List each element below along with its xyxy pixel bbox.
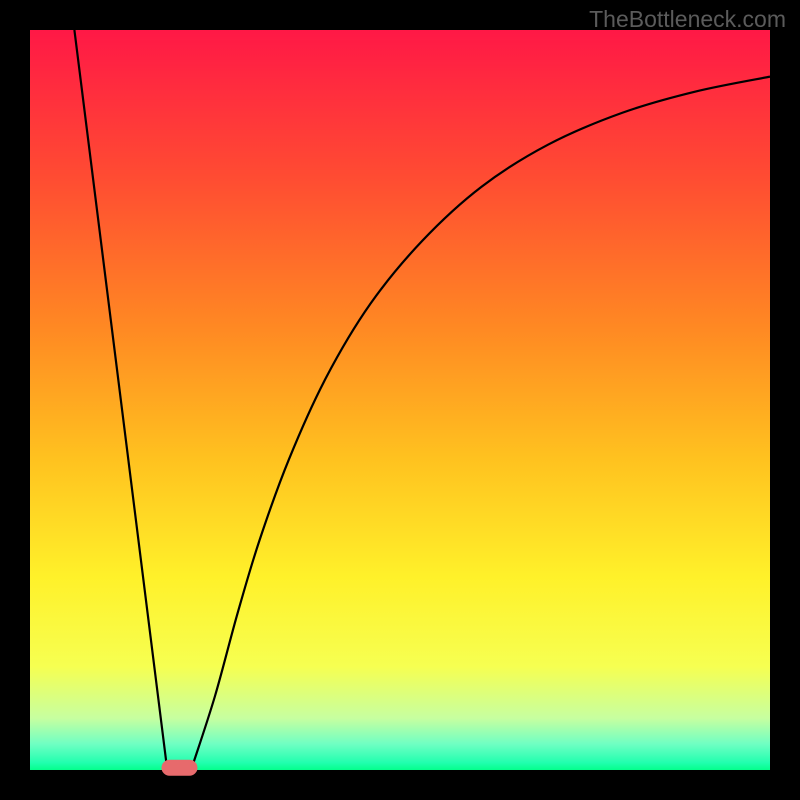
bottleneck-chart	[0, 0, 800, 800]
border-left	[0, 0, 30, 800]
watermark-text: TheBottleneck.com	[589, 6, 786, 33]
optimal-marker	[161, 760, 197, 776]
border-right	[770, 0, 800, 800]
plot-background	[30, 30, 770, 770]
chart-container: TheBottleneck.com	[0, 0, 800, 800]
border-bottom	[0, 770, 800, 800]
